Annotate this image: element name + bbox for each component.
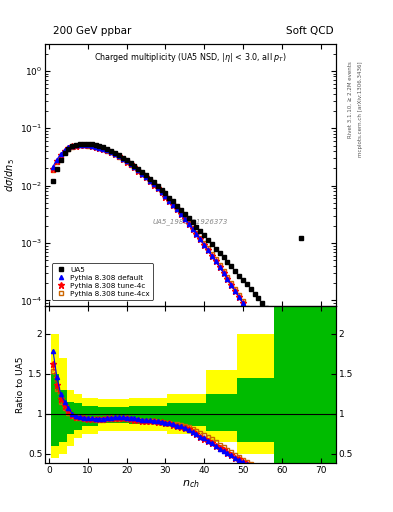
Pythia 8.308 tune-4cx bbox=[51, 167, 55, 174]
Pythia 8.308 default bbox=[116, 153, 121, 159]
Pythia 8.308 tune-4cx bbox=[116, 154, 121, 160]
UA5 bbox=[120, 155, 125, 161]
Pythia 8.308 tune-4c bbox=[51, 166, 55, 172]
Pythia 8.308 tune-4c bbox=[136, 167, 141, 174]
Pythia 8.308 default bbox=[89, 143, 94, 149]
Line: UA5: UA5 bbox=[51, 141, 303, 332]
X-axis label: $n_{ch}$: $n_{ch}$ bbox=[182, 478, 200, 489]
UA5 bbox=[198, 228, 203, 234]
Pythia 8.308 tune-4cx bbox=[279, 365, 284, 371]
Pythia 8.308 tune-4cx bbox=[283, 372, 288, 378]
Pythia 8.308 default bbox=[283, 371, 288, 377]
Line: Pythia 8.308 tune-4cx: Pythia 8.308 tune-4cx bbox=[51, 143, 323, 444]
UA5 bbox=[283, 327, 288, 333]
Text: mcplots.cern.ch [arXiv:1306.3436]: mcplots.cern.ch [arXiv:1306.3436] bbox=[358, 61, 364, 157]
Pythia 8.308 tune-4cx bbox=[82, 142, 86, 148]
Pythia 8.308 tune-4cx bbox=[318, 439, 323, 445]
Y-axis label: $d\sigma/dn_5$: $d\sigma/dn_5$ bbox=[4, 158, 17, 191]
Pythia 8.308 tune-4c bbox=[283, 372, 288, 378]
Y-axis label: Ratio to UA5: Ratio to UA5 bbox=[16, 356, 25, 413]
Pythia 8.308 tune-4c bbox=[116, 154, 121, 160]
Pythia 8.308 default bbox=[51, 163, 55, 169]
Pythia 8.308 default bbox=[318, 433, 323, 439]
Legend: UA5, Pythia 8.308 default, Pythia 8.308 tune-4c, Pythia 8.308 tune-4cx: UA5, Pythia 8.308 default, Pythia 8.308 … bbox=[52, 263, 153, 300]
Pythia 8.308 default bbox=[78, 142, 83, 148]
Pythia 8.308 tune-4cx bbox=[89, 143, 94, 149]
Pythia 8.308 default bbox=[202, 242, 207, 248]
UA5 bbox=[93, 142, 98, 148]
Line: Pythia 8.308 default: Pythia 8.308 default bbox=[51, 143, 323, 438]
Text: Rivet 3.1.10, ≥ 2.2M events: Rivet 3.1.10, ≥ 2.2M events bbox=[348, 61, 353, 138]
Pythia 8.308 tune-4c bbox=[202, 242, 207, 248]
Pythia 8.308 tune-4c bbox=[318, 436, 323, 442]
Line: Pythia 8.308 tune-4c: Pythia 8.308 tune-4c bbox=[50, 142, 323, 442]
Text: Charged multiplicity (UA5 NSD, $|\eta|$ < 3.0, all $p_T$): Charged multiplicity (UA5 NSD, $|\eta|$ … bbox=[94, 51, 287, 65]
UA5 bbox=[299, 236, 303, 242]
Text: UA5_1989_S1926373: UA5_1989_S1926373 bbox=[153, 219, 228, 225]
Text: 200 GeV ppbar: 200 GeV ppbar bbox=[53, 26, 131, 36]
Pythia 8.308 tune-4c bbox=[279, 365, 284, 371]
UA5 bbox=[113, 150, 118, 156]
UA5 bbox=[128, 160, 133, 166]
UA5 bbox=[51, 178, 55, 184]
UA5 bbox=[82, 141, 86, 147]
Text: Soft QCD: Soft QCD bbox=[286, 26, 334, 36]
Pythia 8.308 tune-4cx bbox=[202, 240, 207, 246]
Pythia 8.308 default bbox=[136, 167, 141, 174]
Pythia 8.308 tune-4c bbox=[78, 142, 83, 148]
Pythia 8.308 default bbox=[279, 365, 284, 371]
UA5 bbox=[132, 163, 137, 169]
Pythia 8.308 tune-4cx bbox=[136, 167, 141, 174]
Pythia 8.308 tune-4c bbox=[89, 143, 94, 149]
